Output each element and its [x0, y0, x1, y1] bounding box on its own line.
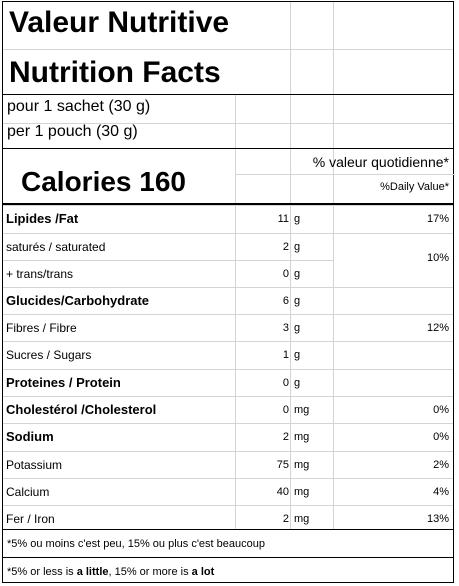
nutrient-name: Fer / Iron — [6, 512, 55, 526]
nutrient-daily-value: 0% — [433, 431, 449, 443]
divider — [3, 148, 453, 149]
nutrient-name: Lipides /Fat — [6, 211, 79, 226]
nutrient-amount: 2 — [282, 513, 289, 525]
nutrient-unit: mg — [294, 486, 310, 498]
nutrient-amount: 3 — [282, 322, 289, 334]
divider — [3, 529, 453, 530]
footnote-fr: *5% ou moins c'est peu, 15% ou plus c'es… — [7, 538, 265, 550]
nutrient-row: Cholestérol /Cholesterol 0 mg 0% — [3, 396, 453, 423]
nutrient-unit: g — [294, 377, 301, 389]
serving-size-fr: pour 1 sachet (30 g) — [7, 98, 151, 115]
grid-line — [235, 94, 236, 529]
grid-line — [3, 49, 453, 50]
title-fr: Valeur Nutritive — [9, 6, 230, 39]
nutrient-daily-value: 0% — [433, 404, 449, 416]
nutrient-row: Glucides/Carbohydrate 6 g — [3, 287, 453, 314]
footnote-en: *5% or less is a little, 15% or more is … — [7, 566, 214, 578]
row-divider — [3, 314, 453, 315]
nutrient-row: Fer / Iron 2 mg 13% — [3, 505, 453, 532]
divider — [3, 203, 453, 205]
nutrient-name: Proteines / Protein — [6, 375, 121, 390]
nutrient-daily-value: 13% — [426, 513, 449, 525]
nutrient-row: saturés / saturated 2 g 10% — [3, 233, 453, 264]
nutrient-amount: 40 — [276, 486, 289, 498]
row-divider — [3, 260, 333, 261]
nutrient-name: Fibres / Fibre — [6, 321, 77, 335]
row-divider — [3, 478, 453, 479]
footnote-en-text: , 15% or more is — [108, 566, 192, 578]
nutrient-name: Potassium — [6, 458, 63, 472]
nutrient-row: Potassium 75 mg 2% — [3, 451, 453, 478]
nutrient-row: Calcium 40 mg 4% — [3, 478, 453, 505]
title-en: Nutrition Facts — [9, 56, 221, 89]
calories-label: Calories 160 — [21, 166, 186, 197]
grid-line — [333, 2, 334, 529]
nutrient-unit: mg — [294, 431, 310, 443]
grid-line — [290, 2, 291, 529]
nutrient-row: Proteines / Protein 0 g — [3, 369, 453, 396]
grid-line — [235, 174, 455, 175]
divider — [3, 557, 453, 558]
nutrient-unit: mg — [294, 459, 310, 471]
nutrient-unit: g — [294, 295, 301, 307]
nutrient-name: saturés / saturated — [6, 240, 106, 254]
nutrient-unit: g — [294, 268, 301, 280]
nutrient-unit: g — [294, 349, 301, 361]
nutrient-amount: 2 — [282, 431, 289, 443]
row-divider — [3, 205, 453, 206]
nutrient-name: Sucres / Sugars — [6, 348, 92, 362]
row-divider — [3, 423, 453, 424]
nutrient-unit: g — [294, 322, 301, 334]
nutrient-amount: 0 — [282, 377, 289, 389]
nutrient-amount: 11 — [277, 213, 289, 225]
nutrient-amount: 6 — [282, 295, 289, 307]
serving-size-en: per 1 pouch (30 g) — [7, 123, 138, 140]
nutrient-row: Fibres / Fibre 3 g 12% — [3, 314, 453, 341]
nutrient-unit: mg — [294, 404, 310, 416]
daily-value-header-en: %Daily Value* — [380, 181, 449, 193]
grid-line — [3, 123, 453, 124]
nutrient-row: Sucres / Sugars 1 g — [3, 341, 453, 368]
nutrient-unit: g — [294, 241, 301, 253]
nutrient-name: Calcium — [6, 485, 50, 499]
footnote-en-bold: a lot — [191, 566, 215, 578]
nutrient-unit: mg — [294, 513, 310, 525]
row-divider — [3, 341, 453, 342]
nutrient-unit: g — [294, 213, 301, 225]
nutrient-amount: 0 — [282, 404, 289, 416]
nutrient-row: + trans/trans 0 g — [3, 260, 453, 287]
nutrient-amount: 0 — [282, 268, 289, 280]
nutrient-amount: 1 — [282, 349, 289, 361]
nutrient-row: Lipides /Fat 11 g 17% — [3, 205, 453, 232]
nutrient-name: Sodium — [6, 429, 54, 444]
row-divider — [3, 369, 453, 370]
nutrient-amount: 2 — [282, 241, 289, 253]
nutrient-name: Glucides/Carbohydrate — [6, 293, 150, 308]
row-divider — [3, 233, 453, 234]
nutrient-name: + trans/trans — [6, 267, 74, 281]
nutrient-name: Cholestérol /Cholesterol — [6, 402, 157, 417]
row-divider — [3, 505, 453, 506]
nutrient-daily-value: 2% — [433, 459, 449, 471]
footnote-en-text: *5% or less is — [7, 566, 77, 578]
daily-value-header-fr: % valeur quotidienne* — [312, 154, 449, 170]
row-divider — [3, 396, 453, 397]
footnote-en-bold: a little — [76, 566, 109, 578]
nutrient-daily-value: 17% — [426, 213, 449, 225]
nutrient-daily-value: 4% — [433, 486, 449, 498]
nutrient-row: Sodium 2 mg 0% — [3, 423, 453, 450]
nutrient-daily-value: 10% — [426, 252, 449, 264]
row-divider — [3, 287, 453, 288]
nutrient-amount: 75 — [276, 459, 289, 471]
nutrient-daily-value: 12% — [426, 322, 449, 334]
divider — [3, 94, 453, 95]
row-divider — [3, 451, 453, 452]
